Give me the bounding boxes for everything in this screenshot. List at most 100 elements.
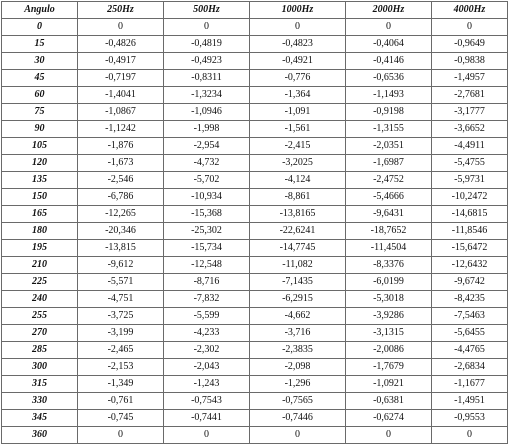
angle-cell: 90 [1,120,78,138]
value-cell: -3,199 [77,324,164,342]
value-cell: -2,0086 [345,341,432,359]
value-cell: -9,6742 [431,273,508,291]
value-cell: -1,7679 [345,358,432,376]
header-2000hz: 2000Hz [345,1,432,19]
table-row: 270 -3,199 -4,233 -3,716 -3,1315 -5,6455 [1,324,508,342]
value-cell: 0 [163,18,250,36]
value-cell: -2,954 [163,137,250,155]
header-1000hz: 1000Hz [249,1,346,19]
value-cell: -4,233 [163,324,250,342]
value-cell: -0,7565 [249,392,346,410]
value-cell: -10,2472 [431,188,508,206]
value-cell: -1,673 [77,154,164,172]
table-body: 0 0 0 0 0 0 15 -0,4826 -0,4819 -0,4823 -0,4064 -0,9… [1,18,508,444]
value-cell: 0 [345,426,432,444]
table-row: 255 -3,725 -5,599 -4,662 -3,9286 -7,5463 [1,307,508,325]
value-cell: -3,1777 [431,103,508,121]
value-cell: -6,2915 [249,290,346,308]
value-cell: 0 [163,426,250,444]
value-cell: -9,6431 [345,205,432,223]
value-cell: -15,368 [163,205,250,223]
value-cell: -0,7441 [163,409,250,427]
value-cell: -1,1677 [431,375,508,393]
value-cell: -5,9731 [431,171,508,189]
value-cell: -0,4146 [345,52,432,70]
angle-cell: 30 [1,52,78,70]
value-cell: -8,861 [249,188,346,206]
value-cell: -1,091 [249,103,346,121]
value-cell: -0,9838 [431,52,508,70]
value-cell: -8,3376 [345,256,432,274]
value-cell: -1,1242 [77,120,164,138]
table-row: 210 -9,612 -12,548 -11,082 -8,3376 -12,6432 [1,256,508,274]
table-row: 345 -0,745 -0,7441 -0,7446 -0,6274 -0,9553 [1,409,508,427]
value-cell: -2,098 [249,358,346,376]
angle-cell: 0 [1,18,78,36]
value-cell: -0,9553 [431,409,508,427]
value-cell: -1,364 [249,86,346,104]
value-cell: -0,4921 [249,52,346,70]
header-250hz: 250Hz [77,1,164,19]
value-cell: -0,4917 [77,52,164,70]
value-cell: -9,612 [77,256,164,274]
value-cell: -3,6652 [431,120,508,138]
value-cell: -0,7543 [163,392,250,410]
value-cell: -15,6472 [431,239,508,257]
table-row: 30 -0,4917 -0,4923 -0,4921 -0,4146 -0,9838 [1,52,508,70]
angle-cell: 255 [1,307,78,325]
value-cell: -0,6274 [345,409,432,427]
angle-cell: 240 [1,290,78,308]
value-cell: -2,465 [77,341,164,359]
table-row: 135 -2,546 -5,702 -4,124 -2,4752 -5,9731 [1,171,508,189]
angle-cell: 330 [1,392,78,410]
table-header-row: Angulo 250Hz 500Hz 1000Hz 2000Hz 4000Hz [1,1,508,19]
value-cell: -13,8165 [249,205,346,223]
table-row: 285 -2,465 -2,302 -2,3835 -2,0086 -4,4765 [1,341,508,359]
value-cell: -5,571 [77,273,164,291]
value-cell: -1,6987 [345,154,432,172]
value-cell: -7,832 [163,290,250,308]
table-row: 150 -6,786 -10,934 -8,861 -5,4666 -10,2472 [1,188,508,206]
value-cell: -0,4826 [77,35,164,53]
value-cell: -1,998 [163,120,250,138]
value-cell: -1,349 [77,375,164,393]
value-cell: -2,3835 [249,341,346,359]
value-cell: -1,4951 [431,392,508,410]
value-cell: -2,043 [163,358,250,376]
value-cell: -2,153 [77,358,164,376]
value-cell: -0,4819 [163,35,250,53]
value-cell: -4,662 [249,307,346,325]
value-cell: 0 [249,426,346,444]
value-cell: -2,546 [77,171,164,189]
value-cell: -1,4041 [77,86,164,104]
value-cell: 0 [431,426,508,444]
value-cell: -14,7745 [249,239,346,257]
angle-cell: 105 [1,137,78,155]
value-cell: -2,6834 [431,358,508,376]
value-cell: -1,0921 [345,375,432,393]
angle-cell: 150 [1,188,78,206]
table-row: 195 -13,815 -15,734 -14,7745 -11,4504 -15,647… [1,239,508,257]
table-row: 330 -0,761 -0,7543 -0,7565 -0,6381 -1,4951 [1,392,508,410]
value-cell: -4,751 [77,290,164,308]
angle-cell: 315 [1,375,78,393]
value-cell: -5,3018 [345,290,432,308]
table-row: 120 -1,673 -4,732 -3,2025 -1,6987 -5,4755 [1,154,508,172]
value-cell: -1,876 [77,137,164,155]
value-cell: -4,124 [249,171,346,189]
value-cell: -18,7652 [345,222,432,240]
value-cell: -8,716 [163,273,250,291]
value-cell: -4,4911 [431,137,508,155]
angle-cell: 15 [1,35,78,53]
angle-cell: 135 [1,171,78,189]
value-cell: -12,265 [77,205,164,223]
value-cell: -14,6815 [431,205,508,223]
value-cell: -0,4823 [249,35,346,53]
value-cell: -22,6241 [249,222,346,240]
table-row: 300 -2,153 -2,043 -2,098 -1,7679 -2,6834 [1,358,508,376]
value-cell: -3,2025 [249,154,346,172]
value-cell: -6,0199 [345,273,432,291]
angle-cell: 75 [1,103,78,121]
